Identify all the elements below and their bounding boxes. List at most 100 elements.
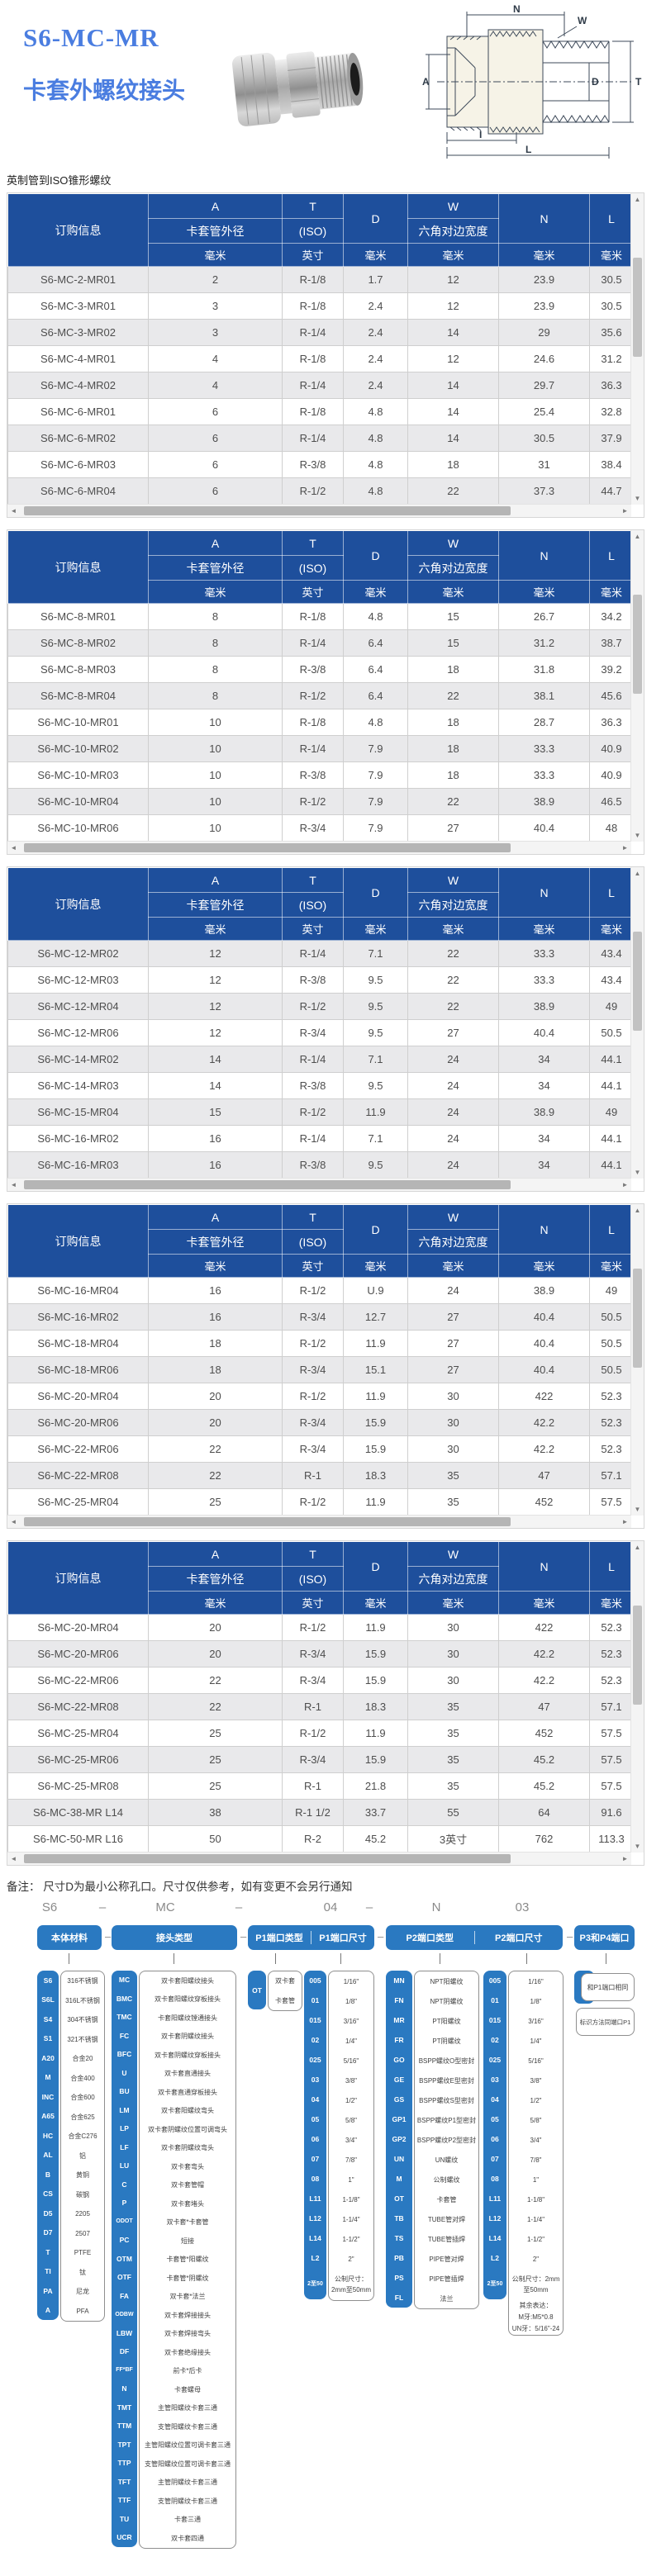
table-header-cell: 毫米 — [148, 580, 283, 604]
value-cell: R-1/2 — [282, 477, 344, 505]
scrollbar-up-icon[interactable]: ▲ — [634, 1544, 641, 1551]
group-header: P1端口类型 P1端口尺寸 — [248, 1925, 374, 1950]
value-cell: R-1/8 — [282, 266, 344, 293]
value-cell: 8 — [148, 629, 283, 657]
value-cell: 44.1 — [589, 1046, 634, 1073]
label-cell: NPT阳螺纹 — [430, 1977, 464, 1985]
scrollbar-thumb[interactable] — [633, 1606, 642, 1705]
value-cell: 31.2 — [498, 629, 590, 657]
table-header-cell: 卡套管外径 — [148, 1229, 283, 1255]
value-cell: 23.9 — [498, 292, 590, 320]
table-header-cell: N — [498, 1541, 590, 1592]
code-cell: LF — [120, 2142, 129, 2151]
vertical-scrollbar[interactable]: ▲ ▼ — [630, 530, 644, 842]
vertical-scrollbar[interactable]: ▲ ▼ — [630, 193, 644, 505]
scrollbar-up-icon[interactable]: ▲ — [634, 533, 641, 540]
spec-table: 订购信息 A T D W N L 卡套管外径 (ISO) 六角对边宽度 毫米 英寸 毫米 毫米 毫米 毫米 S6… — [7, 192, 644, 518]
code-cell: PA — [43, 2286, 53, 2295]
value-cell: 43.4 — [589, 940, 634, 967]
value-cell: 30 — [407, 1614, 499, 1641]
code-cell: BU — [119, 2087, 130, 2096]
group-header-p3p4: P3和P4端口 — [579, 1933, 630, 1943]
value-cell: 12 — [148, 993, 283, 1020]
table-row: S6-MC-16-MR04 16 R-1/2 U.9 24 38.9 49 — [7, 1277, 634, 1304]
horizontal-scrollbar[interactable]: ◄ ► — [7, 1178, 631, 1191]
code-cell: L2 — [311, 2254, 320, 2262]
value-cell: 50.5 — [589, 1330, 634, 1357]
table-header-cell: 六角对边宽度 — [407, 1566, 499, 1592]
table-header-cell: 毫米 — [148, 917, 283, 941]
code-cell: AL — [43, 2151, 53, 2160]
table-header-cell: D — [343, 193, 408, 244]
scrollbar-up-icon[interactable]: ▲ — [634, 1207, 641, 1214]
scrollbar-thumb[interactable] — [24, 1180, 511, 1189]
scrollbar-thumb[interactable] — [633, 258, 642, 357]
order-code-cell: S6-MC-10-MR02 — [7, 735, 149, 762]
table-row: S6-MC-6-MR03 6 R-3/8 4.8 18 31 38.4 — [7, 451, 634, 478]
horizontal-scrollbar[interactable]: ◄ ► — [7, 1852, 631, 1865]
scrollbar-right-icon[interactable]: ► — [621, 844, 629, 852]
scrollbar-right-icon[interactable]: ► — [621, 1181, 629, 1188]
scrollbar-down-icon[interactable]: ▼ — [634, 832, 641, 839]
label-cell: 黄铜 — [76, 2171, 89, 2180]
horizontal-scrollbar[interactable]: ◄ ► — [7, 504, 631, 517]
table-row: S6-MC-10-MR02 10 R-1/4 7.9 18 33.3 40.9 — [7, 735, 634, 762]
order-code-cell: S6-MC-4-MR01 — [7, 345, 149, 372]
scrollbar-left-icon[interactable]: ◄ — [10, 507, 17, 515]
value-cell: 16 — [148, 1151, 283, 1179]
scrollbar-right-icon[interactable]: ► — [621, 1855, 629, 1862]
scrollbar-up-icon[interactable]: ▲ — [634, 870, 641, 877]
scrollbar-thumb[interactable] — [24, 506, 511, 515]
code-cell: FC — [119, 2031, 130, 2040]
order-code-cell: S6-MC-20-MR06 — [7, 1640, 149, 1668]
value-cell: 422 — [498, 1383, 590, 1410]
value-cell: 40.4 — [498, 1356, 590, 1383]
scrollbar-thumb[interactable] — [24, 1854, 511, 1863]
code-cell: S4 — [43, 2014, 53, 2023]
code-cell: UN — [393, 2155, 405, 2163]
vertical-scrollbar[interactable]: ▲ ▼ — [630, 1541, 644, 1853]
dimension-drawing: N W A D T I L — [417, 3, 655, 169]
table-header-cell: D — [343, 1204, 408, 1255]
code-cell: OT — [394, 2194, 404, 2203]
scrollbar-right-icon[interactable]: ► — [621, 1518, 629, 1525]
vertical-scrollbar[interactable]: ▲ ▼ — [630, 1204, 644, 1516]
order-code-cell: S6-MC-12-MR04 — [7, 993, 149, 1020]
value-cell: R-3/8 — [282, 656, 344, 683]
value-cell: 27 — [407, 1019, 499, 1046]
value-cell: 25 — [148, 1772, 283, 1800]
scrollbar-down-icon[interactable]: ▼ — [634, 1506, 641, 1513]
scrollbar-down-icon[interactable]: ▼ — [634, 495, 641, 502]
scrollbar-thumb[interactable] — [633, 1269, 642, 1368]
p3p4-marking-note-box: 标识方法同端口P1 — [576, 2008, 635, 2036]
scrollbar-down-icon[interactable]: ▼ — [634, 1169, 641, 1176]
horizontal-scrollbar[interactable]: ◄ ► — [7, 1515, 631, 1528]
scrollbar-left-icon[interactable]: ◄ — [10, 844, 17, 852]
scrollbar-up-icon[interactable]: ▲ — [634, 196, 641, 203]
label-cell: 5/16" — [528, 2057, 544, 2065]
scrollbar-left-icon[interactable]: ◄ — [10, 1855, 17, 1862]
table-header-cell: 卡套管外径 — [148, 218, 283, 244]
label-cell: 1-1/8" — [342, 2195, 360, 2204]
code-cell: TMT — [117, 2403, 132, 2412]
scrollbar-left-icon[interactable]: ◄ — [10, 1181, 17, 1188]
scrollbar-left-icon[interactable]: ◄ — [10, 1518, 17, 1525]
value-cell: 38.9 — [498, 788, 590, 815]
value-cell: 14 — [407, 372, 499, 399]
scrollbar-right-icon[interactable]: ► — [621, 507, 629, 515]
vertical-scrollbar[interactable]: ▲ ▼ — [630, 867, 644, 1179]
value-cell: 11.9 — [343, 1614, 408, 1641]
value-cell: 43.4 — [589, 966, 634, 994]
scrollbar-down-icon[interactable]: ▼ — [634, 1843, 641, 1850]
scrollbar-thumb[interactable] — [633, 932, 642, 1031]
scrollbar-thumb[interactable] — [24, 1517, 511, 1526]
value-cell: 10 — [148, 735, 283, 762]
scrollbar-thumb[interactable] — [633, 595, 642, 694]
horizontal-scrollbar[interactable]: ◄ ► — [7, 841, 631, 854]
scrollbar-thumb[interactable] — [24, 843, 511, 852]
table-header-cell: 毫米 — [589, 243, 634, 267]
label-box: 316不锈钢 316L不锈钢 304不锈钢 321不锈钢 合金20 合金400 合金600 合… — [60, 1971, 105, 2322]
order-code-cell: S6-MC-20-MR06 — [7, 1409, 149, 1436]
table-header-cell: 订购信息 — [7, 193, 149, 267]
dim-label-A: A — [422, 76, 430, 88]
